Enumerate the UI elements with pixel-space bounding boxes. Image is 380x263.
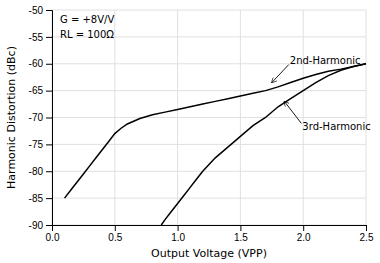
x-tick-mark	[178, 225, 179, 231]
annotation-label: 3rd-Harmonic	[302, 121, 370, 132]
grid	[52, 10, 366, 225]
x-tick: 0.0	[46, 225, 60, 243]
y-tick-label: -65	[29, 85, 44, 96]
y-tick-label: -50	[29, 5, 44, 16]
y-tick: -60	[29, 58, 52, 69]
y-tick-label: -60	[29, 58, 44, 69]
y-tick: -75	[29, 139, 52, 150]
y-tick-mark	[46, 64, 52, 65]
y-tick-mark	[46, 225, 52, 226]
series-line	[161, 64, 366, 225]
y-grid-line	[52, 171, 366, 172]
x-tick-label: 0.5	[108, 232, 122, 243]
plot: 0.00.51.01.52.02.5-90-85-80-75-70-65-60-…	[29, 5, 374, 243]
annotation-label: 2nd-Harmonic	[290, 55, 361, 66]
y-tick: -85	[29, 193, 52, 204]
y-tick-label: -75	[29, 139, 44, 150]
series-group	[65, 64, 366, 225]
y-grid-line	[52, 198, 366, 199]
y-tick: -90	[29, 220, 52, 231]
x-axis-line	[53, 226, 367, 232]
annotation-arrow	[272, 65, 289, 83]
y-grid-line	[52, 90, 366, 91]
y-tick-mark	[46, 91, 52, 92]
y-tick-label: -70	[29, 112, 44, 123]
y-tick: -50	[29, 5, 52, 16]
annotation-text: RL = 100Ω	[60, 29, 114, 40]
x-axis-title: Output Voltage (VPP)	[151, 247, 267, 260]
x-tick-label: 2.5	[360, 232, 374, 243]
y-axis: -90 -85 -80 -75 -70 -65 -60 -55 -50	[29, 5, 53, 231]
y-tick: -55	[29, 32, 52, 43]
x-tick: 2.5	[360, 225, 374, 243]
chart: 0.00.51.01.52.02.5-90-85-80-75-70-65-60-…	[0, 0, 380, 263]
x-tick-mark	[115, 225, 116, 231]
y-tick-label: -85	[29, 193, 44, 204]
y-axis-line	[46, 11, 53, 226]
x-tick-label: 0.0	[46, 232, 60, 243]
x-tick: 2.0	[297, 225, 311, 243]
x-axis: 0.0 0.5 1.0 1.5 2.0 2.5	[46, 225, 374, 243]
y-grid-line	[52, 117, 366, 118]
y-grid-line	[52, 10, 366, 11]
y-tick: -65	[29, 85, 52, 96]
x-tick: 0.5	[108, 225, 122, 243]
y-tick-label: -80	[29, 166, 44, 177]
y-tick-mark	[46, 37, 52, 38]
x-tick: 1.0	[171, 225, 185, 243]
annotations: G = +8V/V RL = 100Ω 2nd-Harmonic 3rd-Harmon…	[60, 14, 371, 132]
y-tick: -70	[29, 112, 52, 123]
y-tick-mark	[46, 198, 52, 199]
y-tick-mark	[46, 171, 52, 172]
y-tick-mark	[46, 144, 52, 145]
y-tick-label: -90	[29, 220, 44, 231]
y-tick-mark	[46, 10, 52, 11]
x-tick-label: 1.0	[171, 232, 185, 243]
x-tick-mark	[366, 225, 367, 231]
annotation-arrow	[284, 101, 301, 123]
y-tick: -80	[29, 166, 52, 177]
y-tick-label: -55	[29, 32, 44, 43]
y-tick-mark	[46, 118, 52, 119]
annotation-text: G = +8V/V	[60, 14, 114, 25]
y-grid-line	[52, 144, 366, 145]
y-axis-title: Harmonic Distortion (dBc)	[5, 46, 18, 189]
chart-container: 0.00.51.01.52.02.5-90-85-80-75-70-65-60-…	[0, 0, 380, 263]
x-tick-mark	[240, 225, 241, 231]
x-tick: 1.5	[234, 225, 248, 243]
x-tick-label: 2.0	[297, 232, 311, 243]
x-tick-mark	[303, 225, 304, 231]
x-tick-label: 1.5	[234, 232, 248, 243]
